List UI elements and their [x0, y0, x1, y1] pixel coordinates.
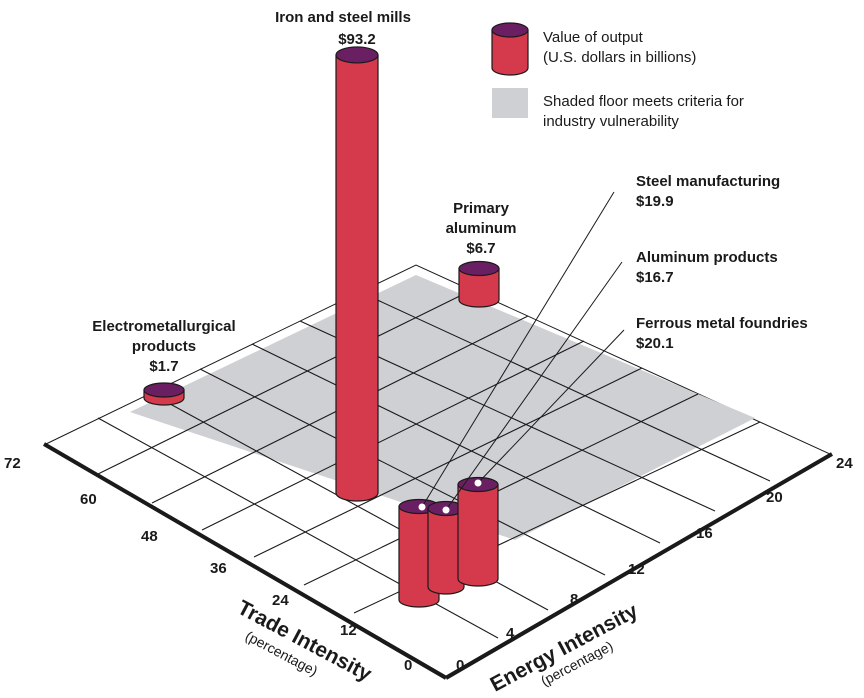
legend-shaded-swatch [492, 88, 528, 118]
bar-electro-top [143, 382, 185, 398]
trade-tick: 60 [80, 491, 97, 508]
trade-tick: 0 [404, 657, 412, 674]
bar-iron-body [335, 54, 379, 502]
bar-electrometallurgical-products [143, 382, 185, 406]
legend-shaded-label-line2: industry vulnerability [543, 113, 679, 130]
marker-ferrous [474, 479, 482, 487]
label-electro-value: $1.7 [149, 358, 178, 375]
energy-tick: 12 [628, 561, 645, 578]
legend-cylinder-body [491, 29, 529, 76]
label-steel-value: $19.9 [636, 193, 674, 210]
bar-primary-aluminum [458, 260, 500, 308]
legend: Value of output (U.S. dollars in billion… [491, 22, 744, 130]
bar-aluminum-products [427, 500, 465, 595]
label-iron-value: $93.2 [338, 31, 376, 48]
bar-aluminum-body [427, 507, 465, 595]
leader-ferrous [477, 329, 625, 484]
label-primary-name1: Primary [453, 200, 510, 217]
legend-cylinder-top [491, 22, 529, 38]
legend-value-label-line2: (U.S. dollars in billions) [543, 49, 696, 66]
energy-axis-line [444, 452, 834, 680]
trade-tick: 24 [272, 592, 289, 609]
trade-tick-labels: 0 12 24 36 48 60 72 [4, 455, 412, 674]
leader-aluminum [445, 261, 623, 511]
label-ferrous-value: $20.1 [636, 335, 674, 352]
energy-tick: 0 [456, 657, 464, 674]
marker-aluminum [442, 506, 450, 514]
shaded-floor-region [130, 275, 755, 540]
label-aluminum-name: Aluminum products [636, 249, 778, 266]
energy-tick: 16 [696, 525, 713, 542]
label-primary-value: $6.7 [466, 240, 495, 257]
bar-iron-top [335, 46, 379, 64]
energy-tick: 20 [766, 489, 783, 506]
energy-tick: 4 [506, 625, 515, 642]
bar-iron-and-steel-mills [335, 46, 379, 502]
legend-cylinder-swatch [491, 22, 529, 76]
trade-tick: 72 [4, 455, 21, 472]
label-electro-name1: Electrometallurgical [92, 318, 235, 335]
legend-shaded-label-line1: Shaded floor meets criteria for [543, 93, 744, 110]
energy-tick-labels: 0 4 8 12 16 20 24 [456, 455, 853, 674]
energy-tick: 24 [836, 455, 853, 472]
label-electro-name2: products [132, 338, 196, 355]
bar-ferrous-body [457, 483, 499, 587]
label-primary-name2: aluminum [446, 220, 517, 237]
marker-steel [418, 503, 426, 511]
label-ferrous-name: Ferrous metal foundries [636, 315, 808, 332]
trade-tick: 48 [141, 528, 158, 545]
label-aluminum-value: $16.7 [636, 269, 674, 286]
legend-value-label-line1: Value of output [543, 29, 644, 46]
label-iron-name: Iron and steel mills [275, 9, 411, 26]
energy-tick: 8 [570, 591, 578, 608]
leader-lines [421, 191, 625, 511]
label-steel-name: Steel manufacturing [636, 173, 780, 190]
leader-steel [421, 191, 615, 508]
trade-axis-line [42, 442, 448, 680]
bar-primary-top [458, 260, 500, 277]
bar-primary-body [458, 267, 500, 308]
trade-tick: 36 [210, 560, 227, 577]
trade-tick: 12 [340, 622, 357, 639]
bar-ferrous-metal-foundries [457, 476, 499, 587]
